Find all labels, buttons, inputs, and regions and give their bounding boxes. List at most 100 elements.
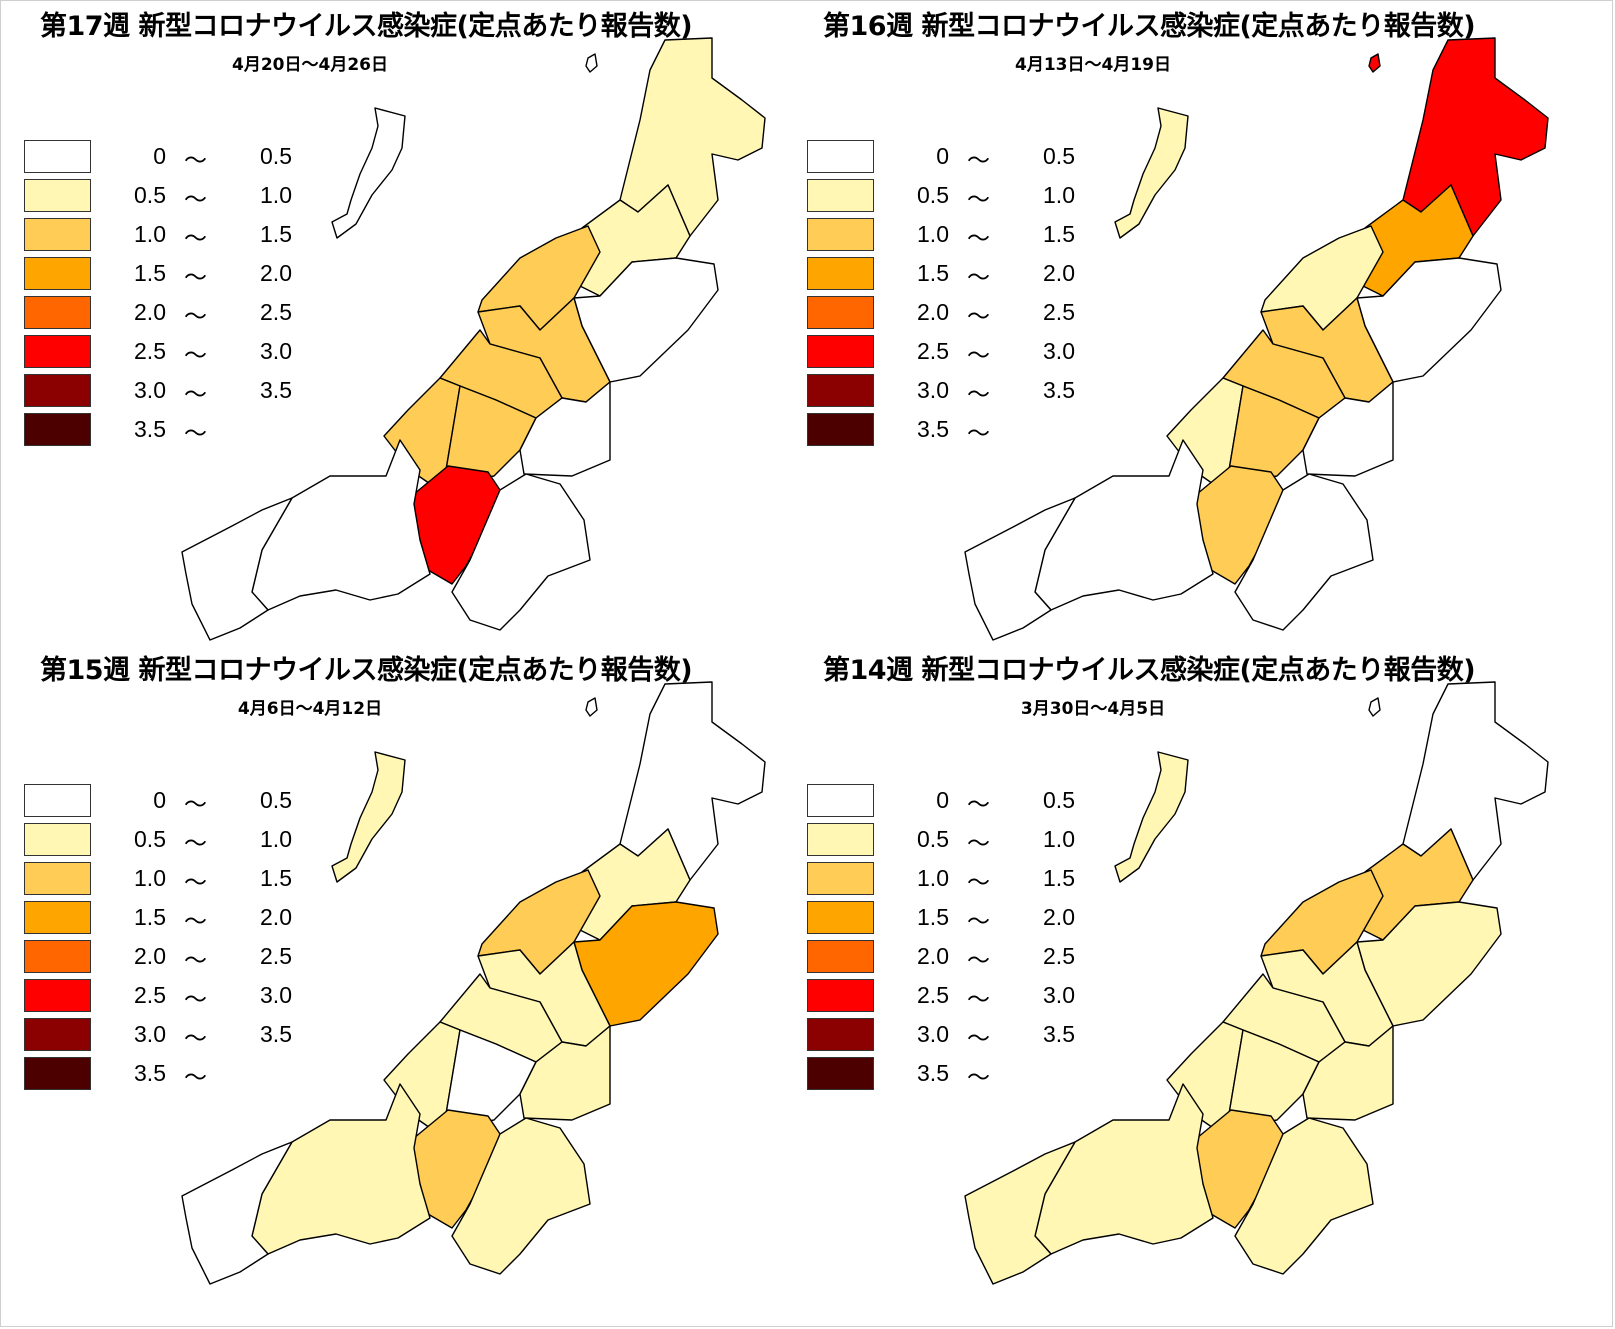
legend-range-separator: 〜 (967, 382, 990, 408)
legend-range-separator: 〜 (967, 987, 990, 1013)
legend-lower-bound: 3.0 (134, 1021, 166, 1047)
color-legend: 0 〜 0.5 0.5 〜 1.0 1.0 〜 1.5 1.5 〜 2.0 2.0 〜 2.5 2.5 〜 3.0… (24, 140, 304, 452)
region-murakami (1402, 37, 1549, 237)
legend-range-separator: 〜 (967, 948, 990, 974)
map-date-range: 4月6日〜4月12日 (237, 699, 383, 719)
legend-swatch (807, 901, 874, 934)
legend-lower-bound: 2.0 (134, 943, 166, 969)
region-uonuma (1302, 1025, 1394, 1121)
legend-lower-bound: 2.5 (917, 338, 949, 364)
legend-swatch (24, 940, 91, 973)
legend-swatch (807, 257, 874, 290)
region-shibata (1354, 184, 1474, 297)
legend-upper-bound: 3.5 (1043, 377, 1075, 403)
region-tokamachi (451, 473, 591, 631)
legend-range-separator: 〜 (184, 343, 207, 369)
legend-upper-bound: 1.0 (1043, 182, 1075, 208)
legend-row: 3.5 〜 (24, 1057, 304, 1096)
region-itoigawa (181, 1141, 293, 1285)
legend-range-separator: 〜 (184, 987, 207, 1013)
legend-upper-bound: 3.5 (260, 1021, 292, 1047)
legend-upper-bound: 2.5 (1043, 943, 1075, 969)
legend-swatch (24, 335, 91, 368)
legend-upper-bound: 3.0 (1043, 982, 1075, 1008)
legend-upper-bound: 1.5 (1043, 221, 1075, 247)
legend-upper-bound: 2.5 (260, 299, 292, 325)
legend-lower-bound: 1.0 (134, 865, 166, 891)
legend-row: 0 〜 0.5 (24, 784, 304, 823)
legend-lower-bound: 0 (936, 143, 949, 169)
legend-row: 3.0 〜 3.5 (807, 374, 1087, 413)
region-shibata (571, 184, 691, 297)
legend-range-separator: 〜 (184, 948, 207, 974)
region-tokamachi (1234, 473, 1374, 631)
legend-range-separator: 〜 (967, 304, 990, 330)
color-legend: 0 〜 0.5 0.5 〜 1.0 1.0 〜 1.5 1.5 〜 2.0 2.0 〜 2.5 2.5 〜 3.0… (24, 784, 304, 1096)
map-date-range: 3月30日〜4月5日 (1020, 699, 1166, 719)
legend-lower-bound: 0.5 (134, 182, 166, 208)
legend-row: 2.5 〜 3.0 (807, 979, 1087, 1018)
legend-lower-bound: 0 (153, 143, 166, 169)
region-tokamachi (1234, 1117, 1374, 1275)
map-title: 第17週 新型コロナウイルス感染症(定点あたり報告数) (40, 11, 693, 42)
legend-swatch (807, 140, 874, 173)
legend-upper-bound: 2.0 (1043, 904, 1075, 930)
legend-row: 2.5 〜 3.0 (807, 335, 1087, 374)
legend-row: 1.0 〜 1.5 (807, 862, 1087, 901)
region-shibata (1354, 828, 1474, 941)
legend-upper-bound: 1.5 (260, 221, 292, 247)
niigata-region-map (181, 681, 766, 1285)
legend-range-separator: 〜 (967, 187, 990, 213)
legend-lower-bound: 1.5 (134, 904, 166, 930)
legend-row: 1.5 〜 2.0 (807, 901, 1087, 940)
legend-upper-bound: 1.0 (260, 826, 292, 852)
legend-lower-bound: 1.0 (917, 221, 949, 247)
legend-lower-bound: 0.5 (917, 182, 949, 208)
legend-swatch (24, 257, 91, 290)
legend-row: 2.5 〜 3.0 (24, 335, 304, 374)
region-sado (331, 751, 406, 883)
legend-row: 3.0 〜 3.5 (24, 374, 304, 413)
legend-upper-bound: 3.5 (260, 377, 292, 403)
legend-row: 2.0 〜 2.5 (807, 296, 1087, 335)
legend-range-separator: 〜 (184, 226, 207, 252)
legend-upper-bound: 2.5 (1043, 299, 1075, 325)
legend-lower-bound: 3.5 (134, 416, 166, 442)
legend-swatch (807, 979, 874, 1012)
legend-range-separator: 〜 (184, 148, 207, 174)
legend-upper-bound: 3.0 (260, 982, 292, 1008)
legend-swatch (807, 862, 874, 895)
legend-swatch (807, 218, 874, 251)
niigata-region-map (181, 37, 766, 641)
legend-range-separator: 〜 (967, 792, 990, 818)
legend-lower-bound: 1.0 (134, 221, 166, 247)
legend-lower-bound: 2.5 (134, 338, 166, 364)
legend-range-separator: 〜 (967, 1065, 990, 1091)
region-uonuma (519, 381, 611, 477)
legend-row: 0.5 〜 1.0 (807, 823, 1087, 862)
legend-lower-bound: 3.0 (134, 377, 166, 403)
legend-range-separator: 〜 (967, 226, 990, 252)
legend-swatch (24, 979, 91, 1012)
legend-lower-bound: 2.0 (134, 299, 166, 325)
region-sado (1114, 107, 1189, 239)
region-joetsu (1034, 439, 1214, 611)
legend-lower-bound: 3.5 (917, 1060, 949, 1086)
region-awashima (1368, 697, 1381, 717)
legend-swatch (24, 823, 91, 856)
region-murakami (619, 37, 766, 237)
legend-swatch (807, 823, 874, 856)
legend-row: 1.5 〜 2.0 (24, 901, 304, 940)
legend-row: 0.5 〜 1.0 (807, 179, 1087, 218)
region-sado (1114, 751, 1189, 883)
region-murakami (619, 681, 766, 881)
region-joetsu (251, 1083, 431, 1255)
legend-range-separator: 〜 (184, 792, 207, 818)
legend-upper-bound: 2.0 (260, 260, 292, 286)
region-sado (331, 107, 406, 239)
region-itoigawa (181, 497, 293, 641)
legend-row: 3.5 〜 (807, 1057, 1087, 1096)
legend-lower-bound: 0.5 (917, 826, 949, 852)
legend-swatch (24, 1057, 91, 1090)
region-awashima (585, 53, 598, 73)
